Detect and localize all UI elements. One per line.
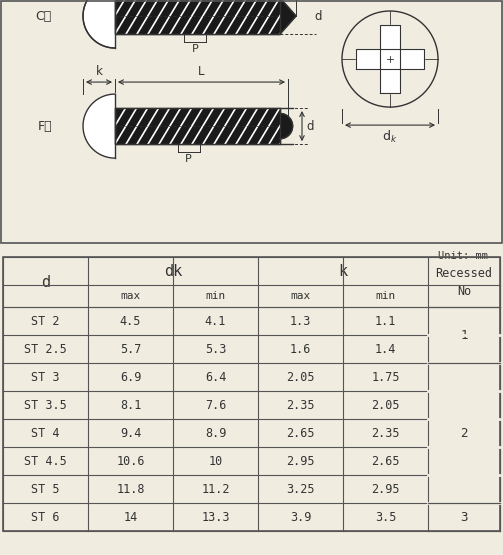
Text: ST 5: ST 5 (31, 482, 60, 496)
Text: 4.5: 4.5 (120, 315, 141, 327)
Polygon shape (356, 49, 424, 69)
Text: 2.95: 2.95 (286, 455, 315, 467)
Text: 4.1: 4.1 (205, 315, 226, 327)
Text: 3: 3 (460, 511, 468, 523)
Polygon shape (83, 0, 115, 48)
Text: max: max (120, 291, 141, 301)
Text: P: P (192, 44, 199, 54)
Text: 10.6: 10.6 (116, 455, 145, 467)
Text: ST 4.5: ST 4.5 (24, 455, 67, 467)
Text: Unit: mm: Unit: mm (438, 251, 488, 261)
Text: 7.6: 7.6 (205, 398, 226, 412)
Text: min: min (205, 291, 226, 301)
Text: ST 2.5: ST 2.5 (24, 342, 67, 356)
Text: P: P (185, 154, 192, 164)
Text: ST 2: ST 2 (31, 315, 60, 327)
Bar (115, 108, 280, 144)
Text: 8.9: 8.9 (205, 427, 226, 440)
Text: 2.05: 2.05 (371, 398, 400, 412)
Text: 2.95: 2.95 (371, 482, 400, 496)
Text: Recessed
No: Recessed No (436, 266, 492, 297)
Text: 1: 1 (460, 329, 468, 342)
Text: 2.35: 2.35 (371, 427, 400, 440)
Text: d: d (41, 275, 50, 290)
Bar (115, 108, 280, 144)
Text: d: d (314, 9, 321, 23)
Text: max: max (290, 291, 311, 301)
Polygon shape (380, 25, 400, 93)
Bar (3, 257, 500, 531)
Text: 5.3: 5.3 (205, 342, 226, 356)
Text: 8.1: 8.1 (120, 398, 141, 412)
Text: ST 3: ST 3 (31, 371, 60, 384)
Text: 3.25: 3.25 (286, 482, 315, 496)
Text: 1.3: 1.3 (290, 315, 311, 327)
Text: ST 6: ST 6 (31, 511, 60, 523)
Text: 11.8: 11.8 (116, 482, 145, 496)
Text: 9.4: 9.4 (120, 427, 141, 440)
Text: ST 3.5: ST 3.5 (24, 398, 67, 412)
Bar (115, 0, 280, 34)
Text: 1.1: 1.1 (375, 315, 396, 327)
Text: 1.4: 1.4 (375, 342, 396, 356)
Text: 3.9: 3.9 (290, 511, 311, 523)
Polygon shape (83, 94, 115, 158)
Text: dk: dk (164, 264, 182, 279)
Text: 2.65: 2.65 (286, 427, 315, 440)
Bar (115, 0, 280, 34)
Text: d: d (306, 120, 313, 133)
Text: 2.35: 2.35 (286, 398, 315, 412)
Text: k: k (339, 264, 348, 279)
Text: 10: 10 (208, 455, 223, 467)
Text: d$_k$: d$_k$ (382, 129, 398, 145)
Text: 5.7: 5.7 (120, 342, 141, 356)
Text: 2.05: 2.05 (286, 371, 315, 384)
Polygon shape (280, 0, 296, 34)
Bar (115, 0, 280, 34)
Polygon shape (280, 108, 293, 144)
Text: 13.3: 13.3 (201, 511, 230, 523)
Text: ST 4: ST 4 (31, 427, 60, 440)
Text: F型: F型 (37, 120, 52, 133)
Text: 3.5: 3.5 (375, 511, 396, 523)
Text: 11.2: 11.2 (201, 482, 230, 496)
Text: 2: 2 (460, 427, 468, 440)
Text: 1.75: 1.75 (371, 371, 400, 384)
Text: C型: C型 (36, 9, 52, 23)
Text: min: min (375, 291, 396, 301)
Text: 2.65: 2.65 (371, 455, 400, 467)
Text: 14: 14 (123, 511, 138, 523)
Text: 6.9: 6.9 (120, 371, 141, 384)
Bar (115, 108, 280, 144)
Text: 1.6: 1.6 (290, 342, 311, 356)
Text: k: k (96, 65, 103, 78)
Text: 6.4: 6.4 (205, 371, 226, 384)
Text: L: L (198, 65, 205, 78)
